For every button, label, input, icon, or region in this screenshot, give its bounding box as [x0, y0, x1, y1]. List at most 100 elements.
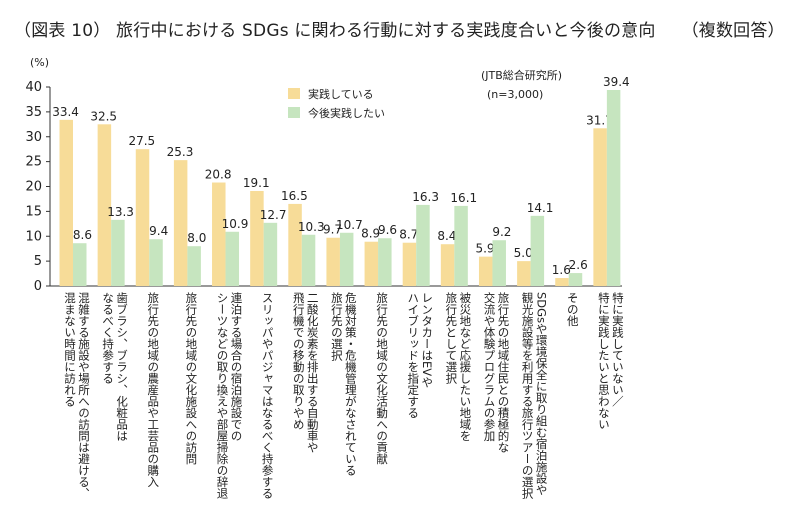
data-label-future: 8.0 — [187, 231, 206, 245]
bar-practice — [135, 149, 150, 286]
data-label-future: 12.7 — [260, 208, 287, 222]
bar-future — [187, 246, 201, 286]
category-label: 旅行先の選択 — [330, 291, 344, 362]
bar-practice — [173, 160, 188, 286]
category-label: その他 — [566, 292, 580, 327]
bar-future — [530, 215, 545, 286]
data-label-practice: 8.4 — [437, 229, 456, 243]
category-label: 旅行先の地域の農産品や工芸品の購入 — [146, 291, 160, 487]
bar-practice — [288, 203, 302, 286]
bar-future — [149, 239, 163, 286]
y-tick-label: 35 — [25, 105, 42, 120]
data-label-future: 9.6 — [378, 223, 397, 237]
legend: 実践している 今後実践したい — [288, 87, 385, 120]
bar-practice — [326, 237, 340, 286]
bar-future — [568, 273, 583, 286]
category-label: 二酸化炭素を排出する自動車や — [306, 292, 320, 453]
category-label: 旅行先の地域の文化施設への訪問 — [184, 291, 198, 465]
category-label: 観光施設等を利用する旅行ツアーの選択 — [521, 291, 535, 500]
data-label-future: 8.6 — [73, 228, 92, 242]
bar-future — [606, 89, 621, 286]
y-tick-label: 40 — [25, 80, 42, 95]
data-label-future: 9.2 — [492, 225, 511, 239]
data-label-practice: 25.3 — [167, 145, 194, 159]
bar-practice — [593, 128, 607, 286]
bar-future — [492, 240, 506, 286]
category-label: なるべく持参する — [101, 292, 115, 384]
bar-future — [339, 232, 354, 286]
bar-future — [263, 222, 278, 286]
legend-swatch-practice — [288, 88, 300, 99]
bar-practice — [440, 244, 455, 286]
data-label-practice: 8.9 — [361, 227, 380, 241]
data-label-practice: 5.0 — [514, 246, 533, 260]
data-label-practice: 9.7 — [323, 223, 342, 237]
y-tick-label: 5 — [34, 254, 42, 269]
chart-title-main: （図表 10） 旅行中における SDGs に関わる行動に対する実践度合いと今後の… — [14, 21, 656, 41]
data-label-future: 16.3 — [412, 190, 439, 204]
data-label-future: 14.1 — [527, 201, 554, 215]
category-label: 旅行先として選択 — [444, 291, 458, 385]
data-label-future: 39.4 — [603, 75, 630, 89]
legend-label-future: 今後実践したい — [308, 106, 385, 120]
bar-practice — [402, 242, 417, 286]
data-label-future: 10.3 — [298, 220, 325, 234]
bar-practice — [250, 190, 264, 286]
bar-future — [454, 205, 468, 286]
category-label: レンタカーはEVや — [420, 292, 434, 388]
bar-practice — [517, 261, 531, 286]
chart-title: （図表 10） 旅行中における SDGs に関わる行動に対する実践度合いと今後の… — [14, 16, 785, 41]
data-label-practice: 20.8 — [205, 168, 232, 182]
category-label: 被災地など応援したい地域を — [458, 292, 472, 442]
sample-note: (n=3,000) — [487, 88, 543, 101]
category-label: スリッパやパジャマはなるべく持参する — [261, 292, 275, 499]
category-label: 混雑する施設や場所への訪問は避ける、 — [77, 292, 91, 499]
data-label-future: 2.6 — [569, 258, 588, 272]
category-label: 特に実践したいと思わない — [597, 291, 611, 430]
category-label: SDGsや環境保全に取り組む宿泊施設や — [535, 292, 549, 496]
category-label: 旅行先の地域住民との積極的な — [496, 291, 510, 453]
data-label-practice: 32.5 — [90, 109, 117, 123]
y-tick-label: 10 — [25, 229, 42, 244]
category-label: 混まない時間に訪れる — [63, 292, 77, 407]
data-label-practice: 1.6 — [552, 263, 571, 277]
chart-title-suffix: （複数回答） — [681, 21, 785, 41]
data-label-future: 10.9 — [222, 217, 249, 231]
data-label-practice: 31.7 — [586, 113, 613, 127]
category-label: 特に実践していない／ — [611, 291, 625, 407]
data-label-practice: 19.1 — [243, 176, 270, 190]
bar-practice — [478, 256, 493, 286]
data-label-practice: 27.5 — [128, 134, 155, 148]
bar-future — [301, 234, 316, 286]
bar-future — [378, 238, 392, 286]
data-label-practice: 16.5 — [281, 189, 308, 203]
bar-practice — [364, 241, 379, 286]
data-label-practice: 5.9 — [475, 242, 494, 256]
category-label: 歯ブラシ、ブラシ、化粧品は — [115, 292, 129, 442]
data-label-practice: 8.7 — [399, 228, 418, 242]
category-label: 危機対策・危機管理がなされている — [344, 292, 358, 476]
category-label: シーツなどの取り換えや部屋掃除の辞退 — [216, 292, 230, 499]
bar-practice — [97, 124, 112, 286]
y-tick-label: 15 — [25, 204, 42, 219]
y-tick-label: 20 — [25, 180, 42, 195]
bar-practice — [59, 119, 73, 287]
category-label: 飛行機での移動の取りやめ — [292, 292, 306, 430]
data-label-future: 10.7 — [336, 218, 363, 232]
bar-practice — [555, 278, 569, 286]
data-label-future: 9.4 — [149, 224, 168, 238]
legend-label-practice: 実践している — [308, 87, 374, 101]
data-label-practice: 33.4 — [52, 105, 79, 119]
bar-future — [225, 231, 240, 286]
data-label-future: 16.1 — [450, 191, 477, 205]
category-label: 連泊する場合の宿泊施設での — [230, 291, 244, 441]
data-label-future: 13.3 — [107, 205, 134, 219]
y-axis-unit: (%) — [30, 56, 49, 69]
bar-future — [111, 219, 125, 286]
legend-swatch-future — [288, 107, 300, 118]
y-tick-label: 25 — [25, 155, 42, 170]
bar-future — [73, 243, 87, 286]
category-labels: 混雑する施設や場所への訪問は避ける、混まない時間に訪れる 歯ブラシ、ブラシ、化粧品… — [63, 291, 625, 500]
category-label: 旅行先の地域の文化活動への貢献 — [375, 291, 389, 465]
